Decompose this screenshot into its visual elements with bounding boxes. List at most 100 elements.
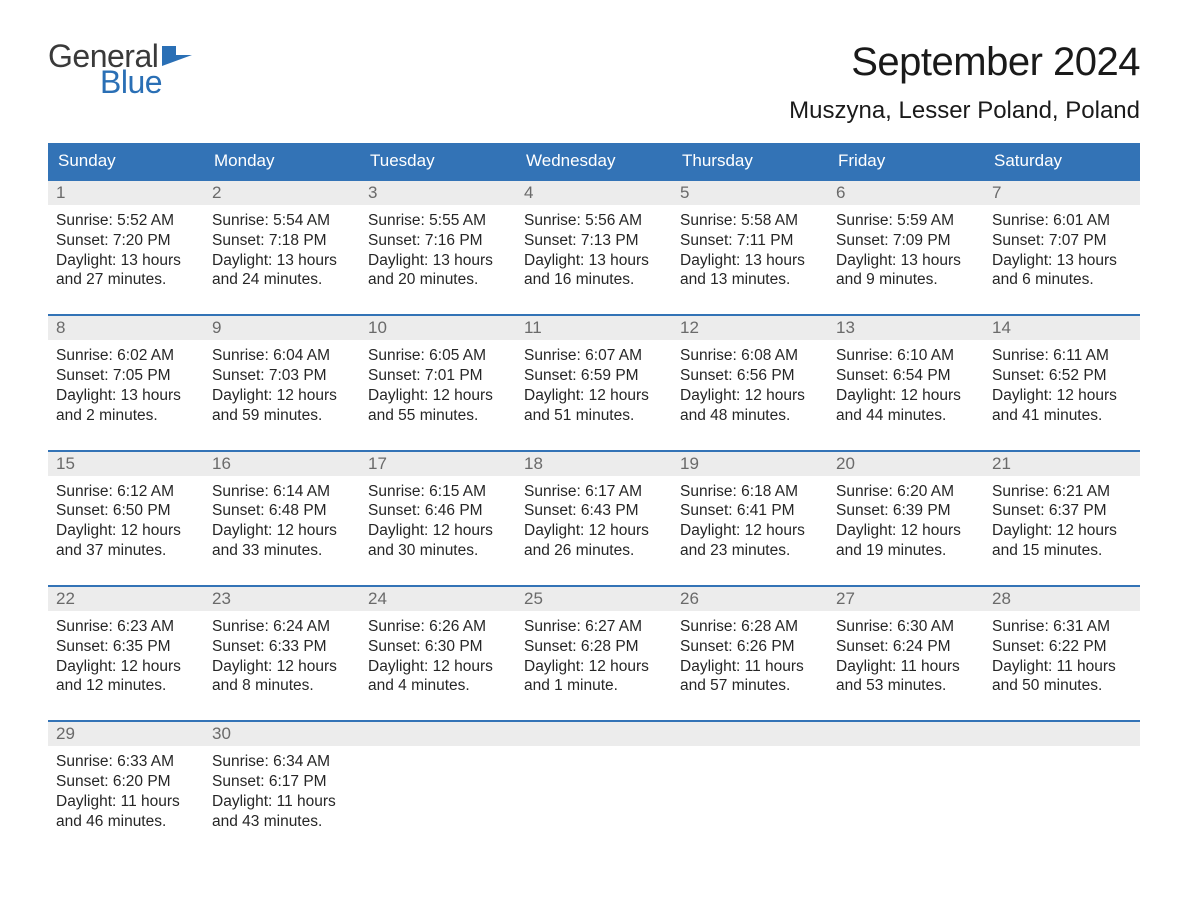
day-cell: Sunrise: 6:26 AMSunset: 6:30 PMDaylight:… <box>360 611 516 704</box>
daylight-line: Daylight: 12 hours and 19 minutes. <box>836 521 976 561</box>
day-cell <box>516 746 672 839</box>
day-number: 1 <box>48 181 204 205</box>
day-cell: Sunrise: 6:14 AMSunset: 6:48 PMDaylight:… <box>204 476 360 569</box>
daylight-line: Daylight: 12 hours and 41 minutes. <box>992 386 1132 426</box>
day-number: 25 <box>516 587 672 611</box>
sunset-line: Sunset: 6:39 PM <box>836 501 976 521</box>
daylight-line: Daylight: 12 hours and 12 minutes. <box>56 657 196 697</box>
dow-cell: Thursday <box>672 143 828 179</box>
day-cell: Sunrise: 5:52 AMSunset: 7:20 PMDaylight:… <box>48 205 204 298</box>
day-cell: Sunrise: 5:55 AMSunset: 7:16 PMDaylight:… <box>360 205 516 298</box>
daylight-line: Daylight: 12 hours and 1 minute. <box>524 657 664 697</box>
day-number: 14 <box>984 316 1140 340</box>
sunrise-line: Sunrise: 6:05 AM <box>368 346 508 366</box>
logo-text-blue: Blue <box>100 66 192 98</box>
daylight-line: Daylight: 11 hours and 43 minutes. <box>212 792 352 832</box>
day-cell: Sunrise: 6:24 AMSunset: 6:33 PMDaylight:… <box>204 611 360 704</box>
sunset-line: Sunset: 7:13 PM <box>524 231 664 251</box>
daylight-line: Daylight: 13 hours and 27 minutes. <box>56 251 196 291</box>
sunrise-line: Sunrise: 6:27 AM <box>524 617 664 637</box>
daynum-row: 22232425262728 <box>48 587 1140 611</box>
week-row: 15161718192021Sunrise: 6:12 AMSunset: 6:… <box>48 450 1140 569</box>
sunset-line: Sunset: 6:41 PM <box>680 501 820 521</box>
day-cell: Sunrise: 6:05 AMSunset: 7:01 PMDaylight:… <box>360 340 516 433</box>
day-cell: Sunrise: 6:21 AMSunset: 6:37 PMDaylight:… <box>984 476 1140 569</box>
sunrise-line: Sunrise: 5:52 AM <box>56 211 196 231</box>
sunset-line: Sunset: 6:37 PM <box>992 501 1132 521</box>
day-cell: Sunrise: 6:01 AMSunset: 7:07 PMDaylight:… <box>984 205 1140 298</box>
sunset-line: Sunset: 6:43 PM <box>524 501 664 521</box>
sunset-line: Sunset: 6:28 PM <box>524 637 664 657</box>
day-number: 12 <box>672 316 828 340</box>
day-number: 20 <box>828 452 984 476</box>
daylight-line: Daylight: 12 hours and 59 minutes. <box>212 386 352 426</box>
calendar: SundayMondayTuesdayWednesdayThursdayFrid… <box>48 143 1140 840</box>
daylight-line: Daylight: 12 hours and 55 minutes. <box>368 386 508 426</box>
dow-cell: Monday <box>204 143 360 179</box>
sunset-line: Sunset: 7:07 PM <box>992 231 1132 251</box>
sunrise-line: Sunrise: 6:26 AM <box>368 617 508 637</box>
sunrise-line: Sunrise: 6:10 AM <box>836 346 976 366</box>
week-row: 1234567Sunrise: 5:52 AMSunset: 7:20 PMDa… <box>48 179 1140 298</box>
page-title: September 2024 <box>789 40 1140 85</box>
day-number: 21 <box>984 452 1140 476</box>
daylight-line: Daylight: 11 hours and 50 minutes. <box>992 657 1132 697</box>
daylight-line: Daylight: 12 hours and 8 minutes. <box>212 657 352 697</box>
sunset-line: Sunset: 6:59 PM <box>524 366 664 386</box>
sunset-line: Sunset: 6:20 PM <box>56 772 196 792</box>
sunrise-line: Sunrise: 6:01 AM <box>992 211 1132 231</box>
daylight-line: Daylight: 12 hours and 15 minutes. <box>992 521 1132 561</box>
day-of-week-header: SundayMondayTuesdayWednesdayThursdayFrid… <box>48 143 1140 179</box>
sunrise-line: Sunrise: 6:24 AM <box>212 617 352 637</box>
day-cell: Sunrise: 6:08 AMSunset: 6:56 PMDaylight:… <box>672 340 828 433</box>
dow-cell: Wednesday <box>516 143 672 179</box>
flag-icon <box>162 46 192 66</box>
day-cell <box>360 746 516 839</box>
daylight-line: Daylight: 12 hours and 37 minutes. <box>56 521 196 561</box>
daylight-line: Daylight: 13 hours and 2 minutes. <box>56 386 196 426</box>
sunset-line: Sunset: 6:56 PM <box>680 366 820 386</box>
day-number: 29 <box>48 722 204 746</box>
sunrise-line: Sunrise: 6:07 AM <box>524 346 664 366</box>
sunset-line: Sunset: 7:03 PM <box>212 366 352 386</box>
daylight-line: Daylight: 11 hours and 57 minutes. <box>680 657 820 697</box>
day-cell: Sunrise: 6:17 AMSunset: 6:43 PMDaylight:… <box>516 476 672 569</box>
day-cell: Sunrise: 6:33 AMSunset: 6:20 PMDaylight:… <box>48 746 204 839</box>
sunset-line: Sunset: 7:11 PM <box>680 231 820 251</box>
day-number: 27 <box>828 587 984 611</box>
daylight-line: Daylight: 13 hours and 6 minutes. <box>992 251 1132 291</box>
logo: General Blue <box>48 40 192 98</box>
dow-cell: Friday <box>828 143 984 179</box>
day-cell: Sunrise: 6:04 AMSunset: 7:03 PMDaylight:… <box>204 340 360 433</box>
sunrise-line: Sunrise: 6:20 AM <box>836 482 976 502</box>
daylight-line: Daylight: 12 hours and 23 minutes. <box>680 521 820 561</box>
day-cell: Sunrise: 5:59 AMSunset: 7:09 PMDaylight:… <box>828 205 984 298</box>
sunset-line: Sunset: 6:46 PM <box>368 501 508 521</box>
day-number <box>516 722 672 746</box>
sunset-line: Sunset: 6:50 PM <box>56 501 196 521</box>
sunrise-line: Sunrise: 6:18 AM <box>680 482 820 502</box>
day-number <box>828 722 984 746</box>
day-cell: Sunrise: 6:02 AMSunset: 7:05 PMDaylight:… <box>48 340 204 433</box>
daynum-row: 891011121314 <box>48 316 1140 340</box>
day-cell: Sunrise: 6:34 AMSunset: 6:17 PMDaylight:… <box>204 746 360 839</box>
sunrise-line: Sunrise: 6:11 AM <box>992 346 1132 366</box>
day-number: 4 <box>516 181 672 205</box>
day-number: 5 <box>672 181 828 205</box>
day-number: 22 <box>48 587 204 611</box>
day-number: 2 <box>204 181 360 205</box>
daynum-row: 1234567 <box>48 181 1140 205</box>
day-cell: Sunrise: 6:23 AMSunset: 6:35 PMDaylight:… <box>48 611 204 704</box>
day-cell: Sunrise: 6:15 AMSunset: 6:46 PMDaylight:… <box>360 476 516 569</box>
day-number: 30 <box>204 722 360 746</box>
day-cell: Sunrise: 6:28 AMSunset: 6:26 PMDaylight:… <box>672 611 828 704</box>
sunset-line: Sunset: 7:16 PM <box>368 231 508 251</box>
sunset-line: Sunset: 6:30 PM <box>368 637 508 657</box>
day-cell: Sunrise: 6:27 AMSunset: 6:28 PMDaylight:… <box>516 611 672 704</box>
daylight-line: Daylight: 12 hours and 44 minutes. <box>836 386 976 426</box>
sunset-line: Sunset: 6:48 PM <box>212 501 352 521</box>
day-cell: Sunrise: 6:10 AMSunset: 6:54 PMDaylight:… <box>828 340 984 433</box>
day-number: 7 <box>984 181 1140 205</box>
sunset-line: Sunset: 7:20 PM <box>56 231 196 251</box>
sunrise-line: Sunrise: 6:30 AM <box>836 617 976 637</box>
